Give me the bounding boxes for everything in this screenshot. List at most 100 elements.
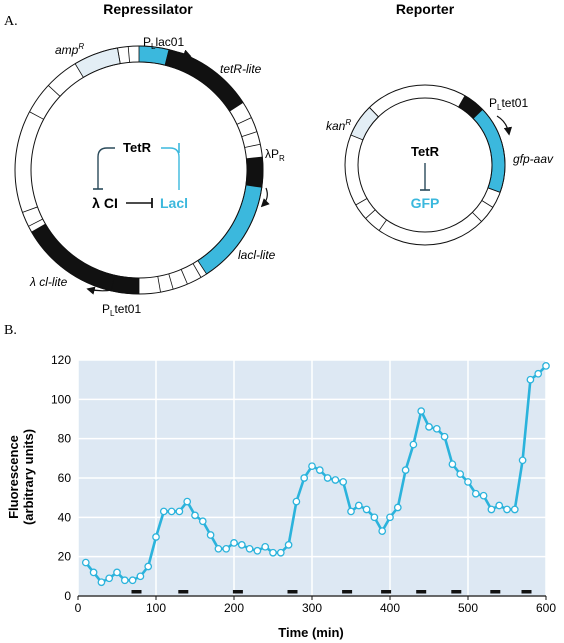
reporter-tick (369, 107, 379, 118)
data-point (417, 407, 426, 415)
data-point (105, 574, 114, 583)
repressilator-tick (168, 273, 174, 290)
time-marker (381, 590, 392, 594)
data-point (89, 568, 98, 577)
amp-r-gene (74, 47, 121, 78)
y-tick-label: 60 (58, 471, 72, 485)
data-point (159, 507, 168, 516)
data-point (393, 503, 402, 512)
gfp-aav-label: gfp-aav (513, 152, 554, 166)
network-laci: Lacl (160, 195, 188, 211)
ci-to-tetr-edge (97, 147, 115, 189)
data-point (214, 544, 223, 553)
fluorescence-chart: 0 100 200 300 400 500 600 0 20 40 60 80 100 120 (51, 353, 556, 615)
repressilator-title: Repressilator (103, 1, 193, 17)
data-point (456, 470, 465, 478)
x-tick-label: 0 (75, 601, 82, 615)
data-point (464, 478, 472, 486)
data-point (136, 572, 145, 581)
tetr-to-laci-edge (161, 147, 180, 190)
repressilator-tick (157, 276, 161, 293)
time-marker (521, 590, 532, 594)
data-point (206, 531, 215, 539)
reporter-network: TetR GFP (411, 144, 440, 211)
repressilator-tick (180, 269, 188, 285)
repressilator-tick (236, 117, 252, 125)
data-point (81, 558, 90, 567)
y-tick-label: 120 (51, 353, 71, 367)
data-point (237, 541, 246, 549)
data-point (230, 539, 238, 547)
x-tick-label: 300 (302, 601, 322, 615)
data-point (347, 507, 355, 516)
reporter-pl-tet01-label: PLtet01 (489, 96, 528, 112)
lambda-pr-label: λPR (265, 147, 285, 163)
data-point (386, 513, 394, 522)
repressilator-tick (192, 263, 202, 278)
data-point (167, 507, 176, 516)
data-point (331, 476, 340, 484)
data-point (534, 369, 543, 378)
data-point (510, 505, 519, 514)
data-point (191, 511, 199, 520)
data-point (354, 501, 363, 510)
data-point (401, 466, 410, 474)
repressilator-network: TetR λ CI Lacl (92, 140, 188, 211)
data-point (300, 474, 309, 482)
tetr-lite-label: tetR-lite (220, 62, 262, 76)
repressilator-tick (29, 111, 44, 120)
data-point (448, 460, 457, 469)
reporter-tick (355, 198, 368, 206)
data-point (253, 546, 262, 555)
data-point (425, 423, 433, 431)
pl-tet01-label: PLtet01 (102, 302, 141, 318)
reporter-tick (481, 200, 494, 208)
x-tick-label: 600 (536, 601, 556, 615)
repressilator-tick (127, 46, 130, 63)
x-tick-label: 200 (224, 601, 244, 615)
data-point (495, 501, 504, 510)
tetr-lite-gene (164, 49, 244, 112)
reporter-tick (487, 187, 501, 193)
repressilator-tick (117, 47, 121, 64)
time-marker (451, 590, 462, 594)
data-point (198, 517, 207, 526)
reporter-network-tetr: TetR (411, 144, 440, 159)
repressilator-tick (48, 85, 61, 97)
data-point (128, 576, 137, 585)
y-tick-label: 40 (58, 510, 72, 524)
time-marker (342, 590, 353, 594)
data-point (97, 578, 106, 587)
pl-tet01-arrow (86, 286, 113, 295)
y-tick-label: 0 (64, 589, 71, 603)
reporter-network-gfp: GFP (411, 195, 440, 211)
data-point (440, 432, 449, 441)
kan-r-label: kanR (326, 118, 351, 133)
x-axis-label: Time (min) (278, 625, 344, 640)
lambda-pr-promoter (245, 156, 264, 188)
lambda-ci-lite-label: λ cl-lite (29, 275, 68, 289)
data-point (487, 505, 496, 514)
reporter-plasmid (344, 84, 506, 246)
gfp-aav-gene (472, 108, 506, 193)
data-point (261, 542, 270, 551)
repressilator-plasmid (14, 45, 264, 295)
reporter-tick (365, 209, 376, 219)
data-point (526, 375, 535, 384)
x-tick-label: 100 (146, 601, 166, 615)
data-point (315, 466, 324, 474)
data-point (144, 562, 153, 571)
data-point (370, 513, 379, 522)
reporter-inner-ring (357, 97, 493, 233)
time-marker (287, 590, 298, 594)
time-marker (131, 590, 142, 594)
amp-r-label: ampR (55, 42, 84, 57)
reporter-tick (472, 212, 482, 222)
network-lambda-ci: λ CI (92, 195, 118, 211)
y-tick-label: 20 (58, 550, 72, 564)
data-point (503, 505, 511, 514)
reporter-pl-tet01-arrow (496, 115, 513, 136)
panel-b-letter: B. (4, 323, 17, 338)
data-point (323, 474, 332, 482)
data-point (292, 497, 301, 506)
